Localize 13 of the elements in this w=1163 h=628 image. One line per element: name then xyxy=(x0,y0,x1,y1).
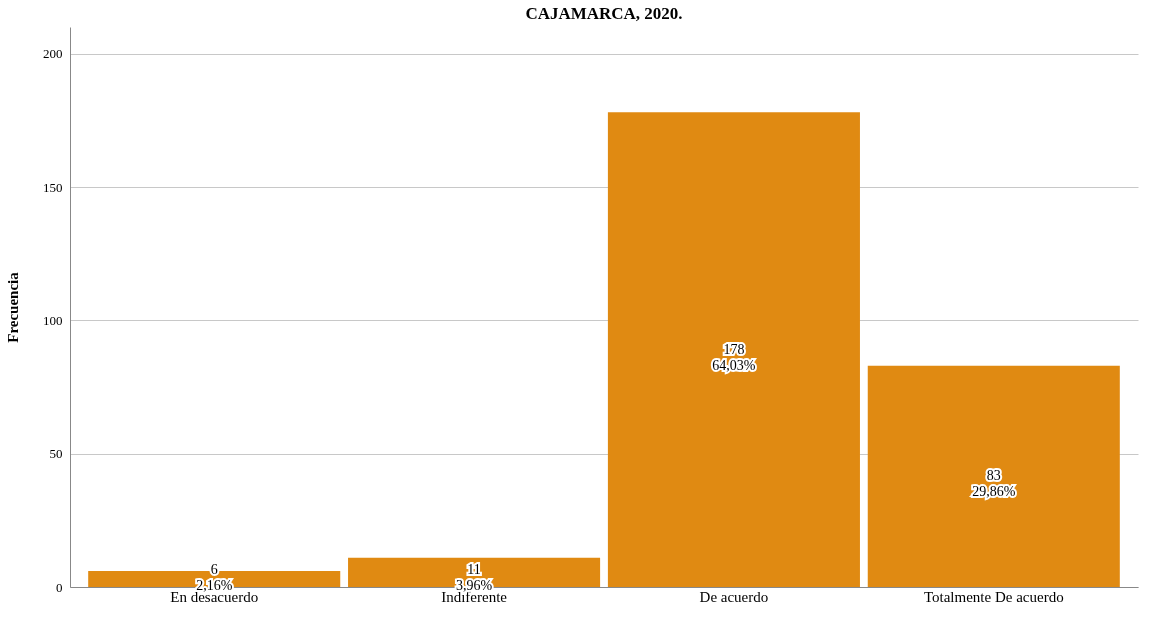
y-tick-label: 150 xyxy=(43,179,63,195)
bar xyxy=(867,365,1120,587)
data-label: 83 29,86% xyxy=(972,468,1016,500)
chart-title: CAJAMARCA, 2020. xyxy=(525,4,683,23)
y-tick-label: 0 xyxy=(56,579,63,595)
x-tick-label: Totalmente De acuerdo xyxy=(923,588,1064,605)
y-tick-label: 50 xyxy=(49,446,63,462)
data-label: 178 64,03% xyxy=(712,341,756,373)
y-tick-label: 200 xyxy=(43,46,63,62)
y-axis-title: Frecuencia xyxy=(5,271,21,343)
bar xyxy=(607,112,860,587)
y-tick-label: 100 xyxy=(43,312,63,328)
x-tick-label: De acuerdo xyxy=(699,588,769,605)
